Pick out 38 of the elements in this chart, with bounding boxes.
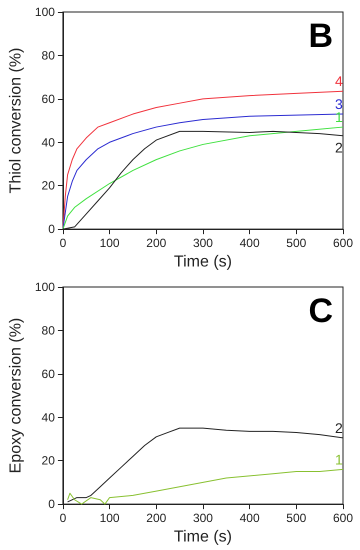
x-tick-label: 500 xyxy=(286,511,307,526)
chart-title: B xyxy=(308,17,334,55)
x-axis-title: Time (s) xyxy=(174,528,232,546)
y-tick-label: 60 xyxy=(42,92,56,106)
x-tick-label: 200 xyxy=(146,236,167,250)
series-label: 3 xyxy=(335,96,343,112)
y-tick-label: 80 xyxy=(42,323,56,338)
x-tick-label: 200 xyxy=(146,511,167,526)
chart-title: C xyxy=(308,292,334,330)
series-label: 2 xyxy=(335,420,343,436)
x-tick-label: 300 xyxy=(192,511,214,526)
y-tick-label: 40 xyxy=(42,135,56,150)
y-tick-label: 100 xyxy=(34,280,56,294)
x-tick-label: 100 xyxy=(100,511,120,526)
y-tick-label: 20 xyxy=(42,454,56,468)
x-tick-label: 600 xyxy=(332,236,354,250)
series-label: 4 xyxy=(335,73,343,90)
y-tick-label: 0 xyxy=(48,497,56,512)
y-tick-label: 0 xyxy=(48,222,56,236)
y-tick-label: 80 xyxy=(42,48,56,62)
y-axis-title: Thiol conversion (%) xyxy=(8,48,24,194)
x-tick-label: 300 xyxy=(192,236,214,250)
x-tick-label: 400 xyxy=(240,511,260,526)
y-tick-label: 100 xyxy=(34,5,56,19)
x-tick-label: 0 xyxy=(60,236,67,250)
y-tick-label: 40 xyxy=(42,410,56,424)
x-tick-label: 500 xyxy=(286,236,307,250)
y-tick-label: 20 xyxy=(42,178,56,193)
y-tick-label: 60 xyxy=(42,366,56,381)
y-axis-title: Epoxy conversion (%) xyxy=(8,318,24,474)
x-tick-label: 100 xyxy=(100,236,120,250)
series-label: 1 xyxy=(335,451,343,468)
x-tick-label: 400 xyxy=(240,236,260,250)
x-axis-title: Time (s) xyxy=(174,254,232,270)
series-label: 2 xyxy=(335,140,343,156)
x-tick-label: 0 xyxy=(60,511,67,526)
x-tick-label: 600 xyxy=(332,511,354,526)
line-series xyxy=(67,468,344,505)
